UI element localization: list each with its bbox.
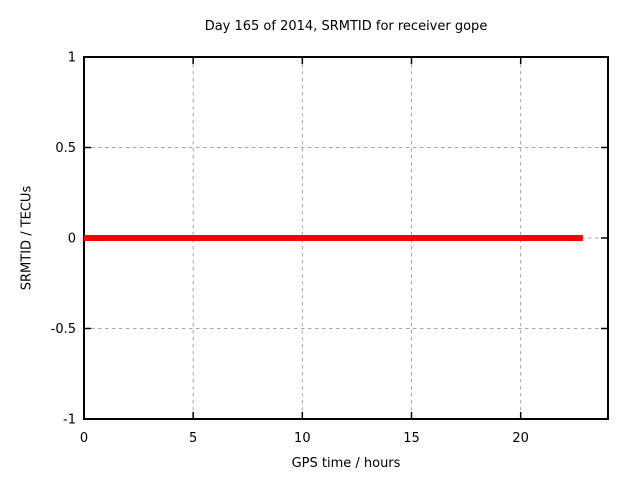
x-tick-label: 10	[294, 431, 311, 446]
y-tick-label: 0.5	[55, 141, 76, 156]
y-tick-label: -0.5	[51, 322, 76, 337]
x-tick-label: 15	[403, 431, 420, 446]
y-tick-label: 0	[68, 232, 76, 247]
x-tick-label: 0	[80, 431, 88, 446]
x-axis-label: GPS time / hours	[291, 456, 401, 471]
y-tick-label: -1	[63, 413, 76, 428]
x-tick-label: 20	[512, 431, 529, 446]
y-tick-label: 1	[68, 51, 76, 66]
x-tick-label: 5	[189, 431, 197, 446]
chart-title: Day 165 of 2014, SRMTID for receiver gop…	[204, 19, 488, 34]
